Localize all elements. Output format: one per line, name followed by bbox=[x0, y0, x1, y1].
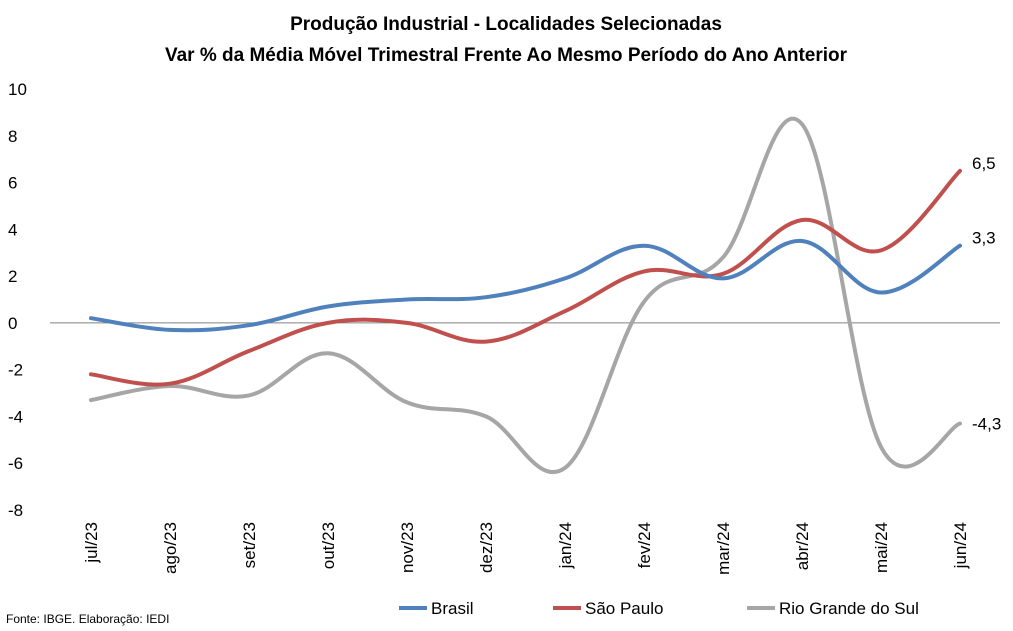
y-tick-label: 4 bbox=[8, 220, 17, 239]
x-tick-label: jun/24 bbox=[951, 522, 970, 569]
x-tick-label: ago/23 bbox=[161, 522, 180, 574]
y-tick-label: 10 bbox=[8, 80, 27, 99]
data-label: 3,3 bbox=[972, 229, 996, 248]
x-axis-ticks: jul/23 ago/23 set/23 out/23 nov/23 dez/23 jan/… bbox=[82, 522, 970, 575]
chart-title: Produção Industrial - Localidades Seleci… bbox=[290, 14, 722, 35]
series-line-são-paulo bbox=[89, 168, 962, 387]
x-tick-label: mar/24 bbox=[714, 522, 733, 575]
x-tick-label: fev/24 bbox=[635, 522, 654, 568]
legend: Brasil São Paulo Rio Grande do Sul bbox=[399, 599, 919, 618]
data-labels: 3,3 6,5 -4,3 bbox=[972, 154, 1001, 434]
series-line-brasil bbox=[89, 238, 962, 333]
data-label: -4,3 bbox=[972, 414, 1001, 433]
y-axis-ticks: -8 -6 -4 -2 0 2 4 6 8 10 bbox=[8, 80, 27, 520]
series-line-rio-grande-do-sul bbox=[89, 116, 962, 475]
y-tick-label: -2 bbox=[8, 361, 23, 380]
data-label: 6,5 bbox=[972, 154, 996, 173]
x-tick-label: jan/24 bbox=[556, 522, 575, 569]
legend-label: São Paulo bbox=[585, 599, 663, 618]
x-tick-label: out/23 bbox=[319, 522, 338, 569]
legend-label: Brasil bbox=[431, 599, 474, 618]
y-tick-label: 6 bbox=[8, 174, 17, 193]
y-tick-label: -8 bbox=[8, 501, 23, 520]
y-tick-label: -6 bbox=[8, 454, 23, 473]
x-tick-label: set/23 bbox=[240, 522, 259, 568]
y-tick-label: 8 bbox=[8, 127, 17, 146]
y-tick-label: -4 bbox=[8, 407, 23, 426]
chart-subtitle: Var % da Média Móvel Trimestral Frente A… bbox=[165, 45, 848, 66]
x-tick-label: nov/23 bbox=[398, 522, 417, 573]
x-tick-label: dez/23 bbox=[477, 522, 496, 573]
y-tick-label: 2 bbox=[8, 267, 17, 286]
x-tick-label: abr/24 bbox=[793, 522, 812, 570]
series-lines bbox=[89, 116, 962, 475]
x-tick-label: jul/23 bbox=[82, 522, 101, 564]
source-note: Fonte: IBGE. Elaboração: IEDI bbox=[6, 612, 169, 626]
y-tick-label: 0 bbox=[8, 314, 17, 333]
x-tick-label: mai/24 bbox=[872, 522, 891, 573]
legend-label: Rio Grande do Sul bbox=[779, 599, 919, 618]
